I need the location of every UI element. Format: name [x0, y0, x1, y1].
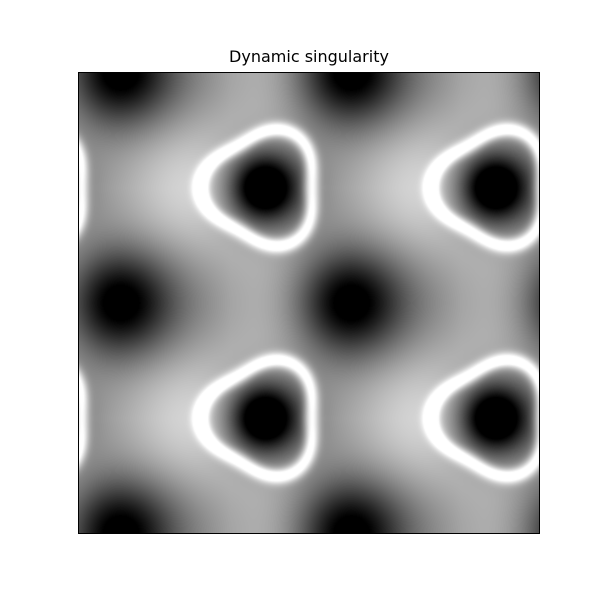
plot-area — [78, 72, 540, 534]
heatmap-image — [78, 72, 540, 534]
chart-title: Dynamic singularity — [229, 47, 389, 66]
